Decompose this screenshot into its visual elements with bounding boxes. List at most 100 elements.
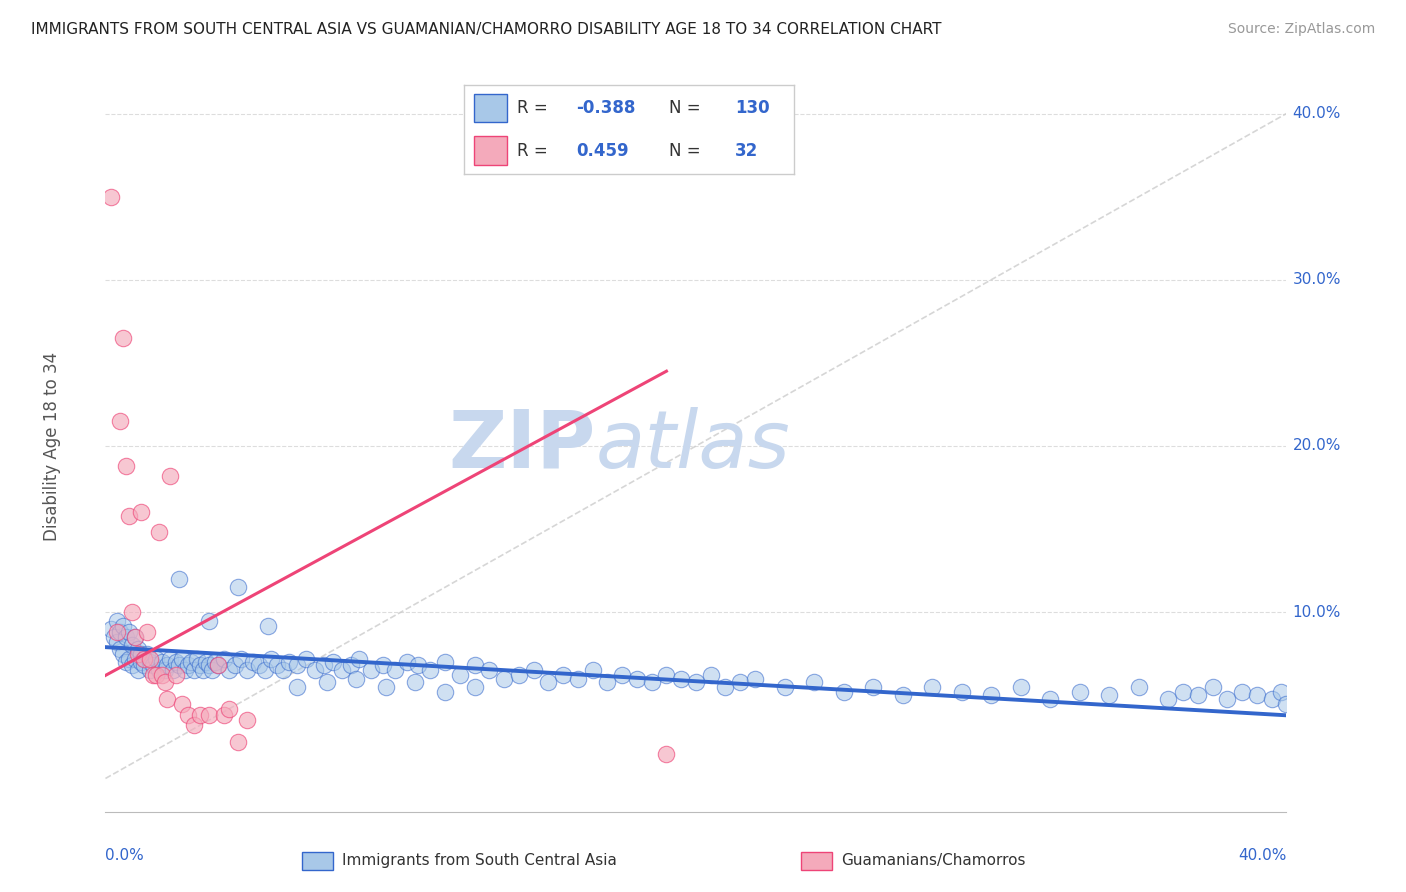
- Point: [260, 652, 283, 666]
- Point: [304, 664, 326, 678]
- Point: [165, 668, 187, 682]
- Point: [110, 641, 132, 656]
- Point: [271, 664, 294, 678]
- Point: [188, 658, 211, 673]
- Point: [685, 675, 707, 690]
- Point: [1010, 680, 1032, 694]
- Point: [197, 614, 219, 628]
- Point: [112, 647, 135, 661]
- Point: [287, 680, 309, 694]
- Point: [145, 652, 167, 666]
- Point: [115, 458, 138, 473]
- Point: [257, 618, 280, 632]
- Point: [330, 664, 353, 678]
- Point: [832, 685, 855, 699]
- Point: [339, 658, 361, 673]
- Point: [135, 625, 157, 640]
- Point: [287, 658, 309, 673]
- Point: [177, 658, 200, 673]
- Text: 0.0%: 0.0%: [105, 848, 145, 863]
- Point: [172, 697, 194, 711]
- Bar: [474, 94, 508, 122]
- Point: [127, 664, 149, 678]
- Point: [169, 572, 191, 586]
- Point: [478, 664, 501, 678]
- Text: Source: ZipAtlas.com: Source: ZipAtlas.com: [1227, 22, 1375, 37]
- Point: [295, 652, 318, 666]
- Point: [247, 658, 270, 673]
- Point: [115, 655, 138, 669]
- Point: [207, 658, 229, 673]
- Point: [124, 630, 146, 644]
- Point: [165, 655, 187, 669]
- Point: [1201, 680, 1223, 694]
- Point: [194, 655, 217, 669]
- Point: [148, 664, 170, 678]
- Point: [188, 708, 211, 723]
- Point: [449, 668, 471, 682]
- Point: [408, 658, 430, 673]
- Point: [773, 680, 796, 694]
- Point: [172, 652, 194, 666]
- Text: 0.459: 0.459: [576, 142, 628, 160]
- Point: [464, 680, 486, 694]
- Point: [100, 189, 122, 203]
- Point: [129, 655, 152, 669]
- Point: [110, 414, 132, 428]
- Point: [1270, 685, 1292, 699]
- Point: [142, 668, 165, 682]
- Point: [1157, 691, 1180, 706]
- Point: [156, 691, 179, 706]
- Point: [744, 672, 766, 686]
- Point: [433, 685, 456, 699]
- Point: [129, 506, 152, 520]
- Point: [1187, 689, 1209, 703]
- Point: [142, 658, 165, 673]
- Point: [121, 658, 143, 673]
- Point: [1069, 685, 1091, 699]
- Point: [980, 689, 1002, 703]
- Point: [197, 658, 219, 673]
- Point: [132, 652, 155, 666]
- Point: [177, 708, 200, 723]
- Point: [626, 672, 648, 686]
- Point: [129, 647, 152, 661]
- Point: [204, 655, 226, 669]
- Text: atlas: atlas: [596, 407, 790, 485]
- Point: [105, 614, 128, 628]
- Point: [115, 630, 138, 644]
- Point: [231, 652, 253, 666]
- Point: [138, 652, 162, 666]
- Point: [103, 630, 125, 644]
- Text: Immigrants from South Central Asia: Immigrants from South Central Asia: [342, 854, 617, 868]
- Point: [121, 639, 143, 653]
- Point: [395, 655, 418, 669]
- Text: 40.0%: 40.0%: [1239, 848, 1286, 863]
- Point: [207, 658, 229, 673]
- Point: [405, 675, 427, 690]
- Text: IMMIGRANTS FROM SOUTH CENTRAL ASIA VS GUAMANIAN/CHAMORRO DISABILITY AGE 18 TO 34: IMMIGRANTS FROM SOUTH CENTRAL ASIA VS GU…: [31, 22, 942, 37]
- Point: [127, 641, 149, 656]
- Point: [112, 618, 135, 632]
- Point: [508, 668, 530, 682]
- Point: [582, 664, 605, 678]
- Point: [236, 714, 259, 728]
- Point: [699, 668, 723, 682]
- Point: [169, 658, 191, 673]
- Text: Disability Age 18 to 34: Disability Age 18 to 34: [44, 351, 62, 541]
- Point: [124, 652, 146, 666]
- Point: [212, 652, 235, 666]
- Point: [610, 668, 633, 682]
- Point: [162, 664, 184, 678]
- Point: [315, 675, 337, 690]
- Point: [346, 672, 368, 686]
- Point: [551, 668, 574, 682]
- Point: [374, 680, 398, 694]
- Point: [127, 647, 149, 661]
- Point: [112, 331, 135, 345]
- Point: [1128, 680, 1150, 694]
- Point: [492, 672, 515, 686]
- Text: Guamanians/Chamorros: Guamanians/Chamorros: [841, 854, 1025, 868]
- Point: [105, 625, 128, 640]
- Text: ZIP: ZIP: [449, 407, 596, 485]
